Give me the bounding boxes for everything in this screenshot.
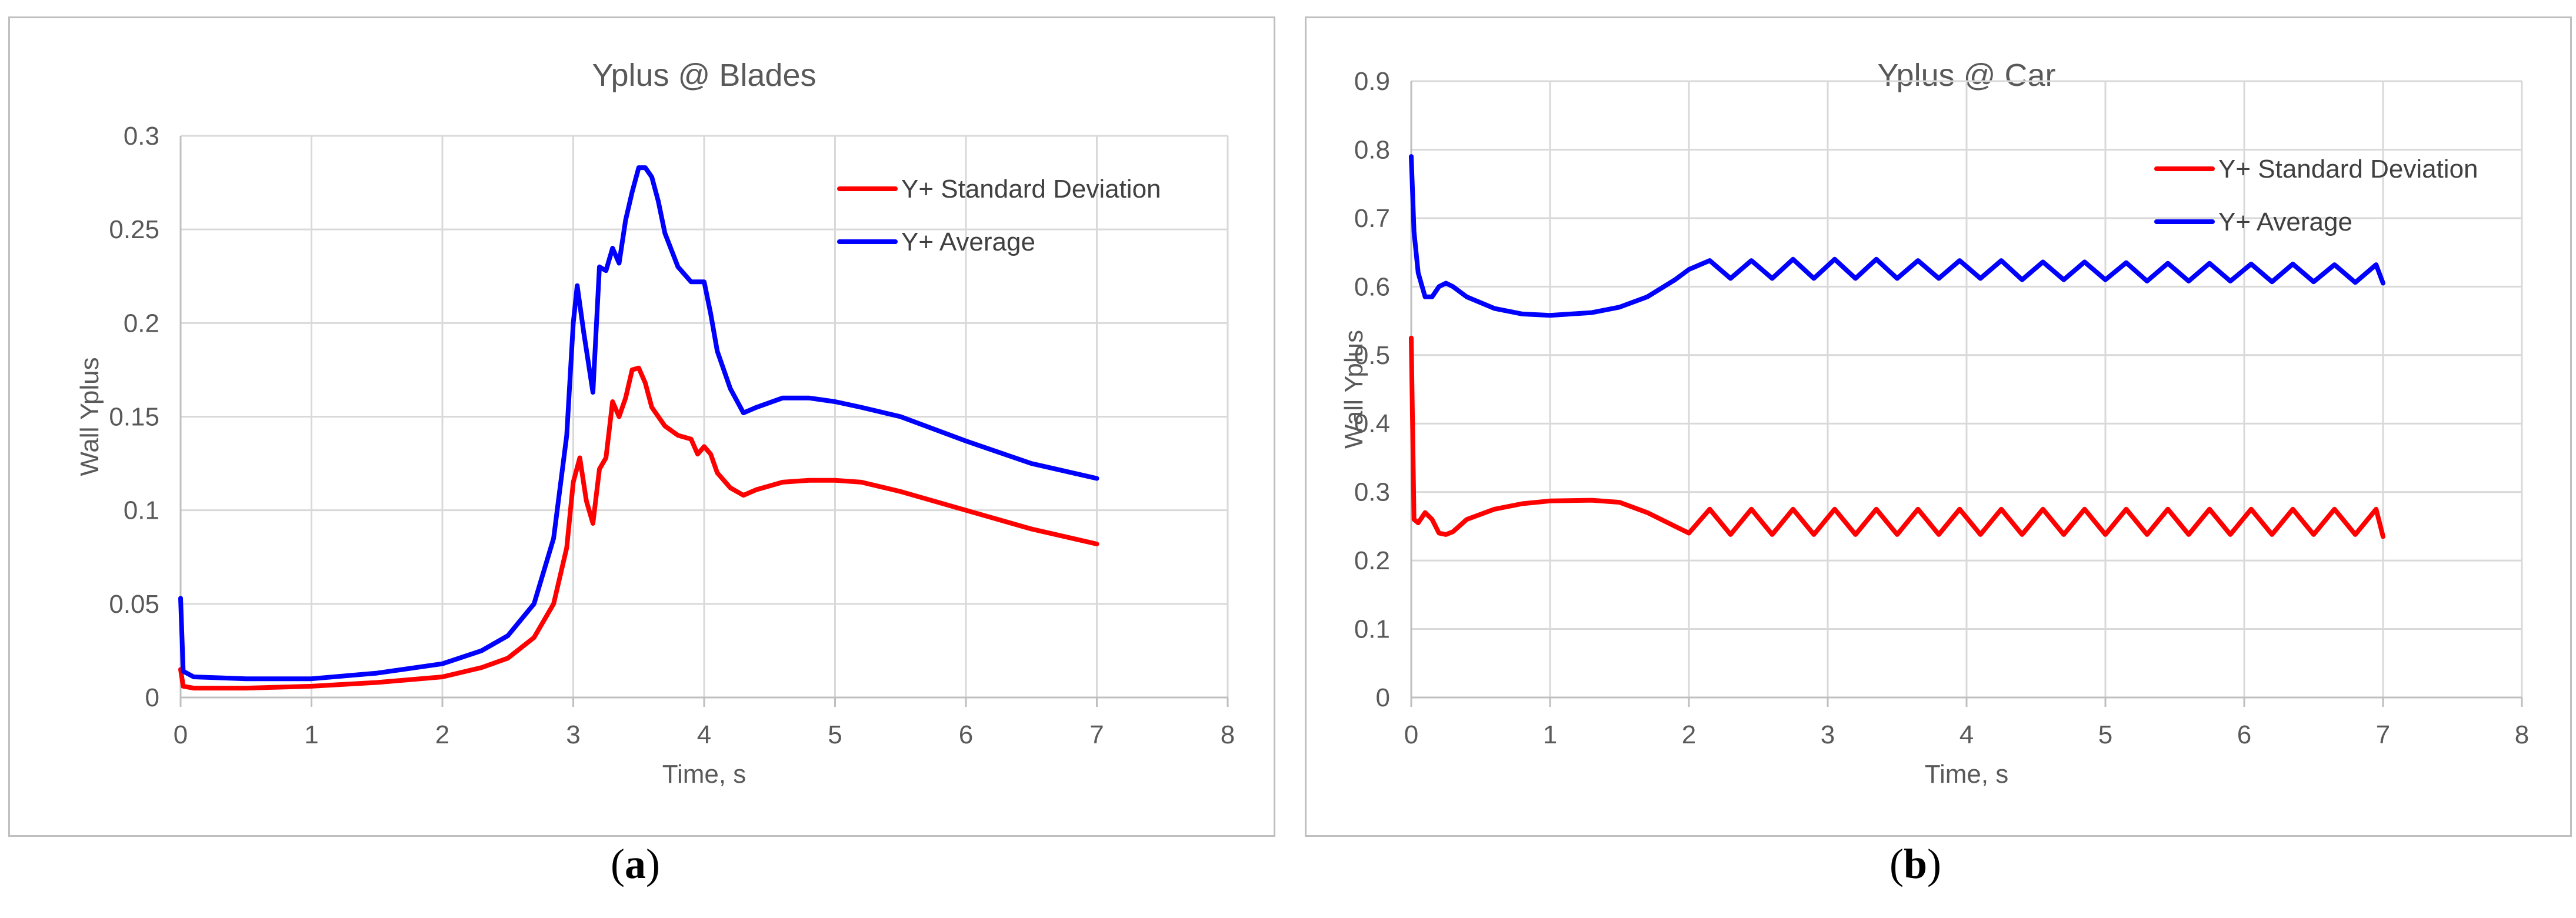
series-line-std-deviation — [1409, 335, 2385, 539]
y-tick-label: 0.4 — [1354, 409, 1390, 438]
y-tick-label: 0.6 — [1354, 272, 1390, 301]
caption-a: (a) — [611, 840, 660, 887]
legend-label-std-deviation: Y+ Standard Deviation — [901, 175, 1161, 203]
x-tick-label: 8 — [1221, 720, 1235, 749]
y-tick-label: 0.15 — [109, 403, 159, 432]
y-tick-label: 0.3 — [124, 122, 159, 151]
caption-a-letter: a — [625, 840, 646, 887]
x-tick-label: 7 — [2376, 720, 2390, 749]
x-tick-label: 4 — [1960, 720, 1974, 749]
y-tick-label: 0.3 — [1354, 478, 1390, 507]
y-tick-label: 0.2 — [124, 309, 159, 338]
x-tick-label: 6 — [959, 720, 973, 749]
x-tick-label: 7 — [1089, 720, 1104, 749]
y-axis-label: Wall Yplus — [75, 357, 104, 476]
x-tick-label: 1 — [1543, 720, 1557, 749]
y-tick-label: 0.25 — [109, 215, 159, 244]
y-tick-label: 0.2 — [1354, 546, 1390, 575]
chart-panel-b: Yplus @ Car 0 1 2 3 4 5 6 7 8 0 0.1 0.2 0.3 0.4 0.5 0.6 0… — [1305, 16, 2572, 837]
x-tick-label: 0 — [1404, 720, 1418, 749]
x-tick-label: 5 — [2098, 720, 2112, 749]
x-tick-label: 3 — [1821, 720, 1835, 749]
legend-label-std-deviation: Y+ Standard Deviation — [2218, 155, 2478, 183]
y-tick-label: 0 — [145, 683, 159, 712]
x-tick-label: 2 — [1682, 720, 1696, 749]
y-tick-label: 0.1 — [1354, 615, 1390, 644]
y-axis-label: Wall Yplus — [1339, 330, 1368, 449]
x-axis-label: Time, s — [1925, 760, 2009, 789]
legend-label-average: Y+ Average — [2218, 208, 2352, 236]
x-tick-label: 8 — [2515, 720, 2529, 749]
y-tick-label: 0.05 — [109, 590, 159, 619]
y-tick-label: 0.1 — [124, 496, 159, 525]
x-tick-label: 6 — [2237, 720, 2251, 749]
x-tick-label: 2 — [435, 720, 449, 749]
y-tick-label: 0.5 — [1354, 341, 1390, 370]
legend-label-average: Y+ Average — [901, 228, 1035, 256]
y-tick-label: 0 — [1376, 683, 1390, 712]
series-line-std-deviation — [178, 365, 1099, 691]
chart-panel-a: Yplus @ Blades 0 1 2 3 4 5 6 7 8 0 0.05 0.1 0.15 0.2 0.… — [8, 16, 1275, 837]
series-line-average — [1409, 154, 2385, 318]
chart-title: Yplus @ Blades — [592, 58, 816, 93]
caption-b: (b) — [1889, 840, 1941, 887]
x-tick-label: 1 — [304, 720, 318, 749]
chart-a-svg: Yplus @ Blades 0 1 2 3 4 5 6 7 8 0 0.05 0.1 0.15 0.2 0.… — [75, 58, 1235, 789]
y-tick-label: 0.9 — [1354, 67, 1390, 96]
x-tick-label: 4 — [697, 720, 711, 749]
x-tick-label: 0 — [174, 720, 188, 749]
series-line-average — [178, 165, 1099, 682]
x-axis-label: Time, s — [662, 760, 747, 789]
x-tick-label: 5 — [828, 720, 842, 749]
x-tick-label: 3 — [566, 720, 580, 749]
y-tick-label: 0.8 — [1354, 135, 1390, 164]
y-tick-label: 0.7 — [1354, 204, 1390, 233]
caption-b-letter: b — [1903, 840, 1928, 887]
